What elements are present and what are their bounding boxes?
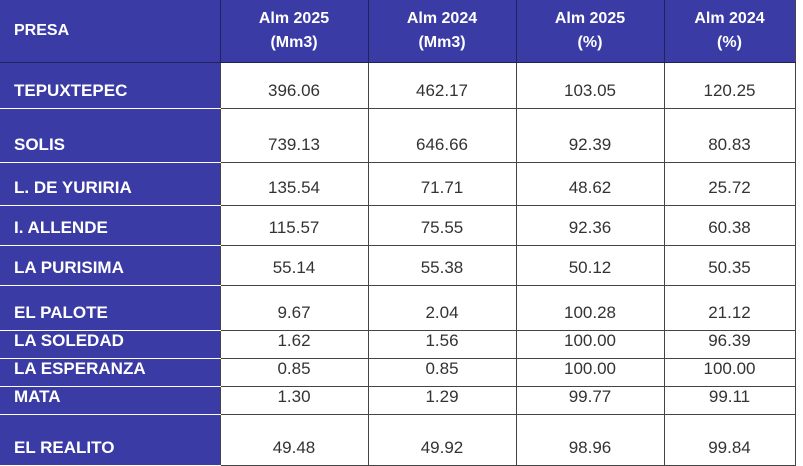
table-body: TEPUXTEPEC 396.06 462.17 103.05 120.25 SOLIS 7… [0,62,796,466]
value-cell: 49.48 [219,414,368,466]
value-cell: 1.56 [367,330,516,359]
table-row: TEPUXTEPEC 396.06 462.17 103.05 120.25 [0,62,796,109]
table-row: MATA 1.30 1.29 99.77 99.11 [0,386,796,415]
header-text: Alm 2024 [406,10,478,27]
value-cell: 0.85 [219,358,368,387]
table-row: EL PALOTE 9.67 2.04 100.28 21.12 [0,285,796,331]
value-cell: 9.67 [219,285,368,331]
header-text: (%) [717,34,742,51]
value-cell: 55.14 [219,245,368,286]
value-cell: 2.04 [367,285,516,331]
header-cell: Alm 2024 (Mm3) [367,0,516,63]
value-cell: 99.84 [663,414,796,466]
value-cell: 50.12 [515,245,664,286]
header-text: Alm 2025 [554,10,626,27]
value-cell: 646.66 [367,108,516,163]
header-text: (Mm3) [418,34,466,51]
dam-name: LA PURISIMA [0,245,220,286]
value-cell: 99.77 [515,386,664,415]
value-cell: 92.36 [515,205,664,246]
value-cell: 135.54 [219,162,368,206]
header-cell: PRESA [0,0,220,63]
value-cell: 1.29 [367,386,516,415]
header-cell: Alm 2025 (%) [515,0,664,63]
value-cell: 103.05 [515,62,664,109]
value-cell: 739.13 [219,108,368,163]
dam-name: L. DE YURIRIA [0,162,220,206]
table-row: LA SOLEDAD 1.62 1.56 100.00 96.39 [0,330,796,359]
value-cell: 55.38 [367,245,516,286]
value-cell: 92.39 [515,108,664,163]
dam-name: EL REALITO [0,414,220,466]
table-row: LA PURISIMA 55.14 55.38 50.12 50.35 [0,245,796,286]
dam-name: SOLIS [0,108,220,163]
value-cell: 1.62 [219,330,368,359]
table-row: EL REALITO 49.48 49.92 98.96 99.84 [0,414,796,466]
value-cell: 100.00 [515,358,664,387]
value-cell: 0.85 [367,358,516,387]
value-cell: 462.17 [367,62,516,109]
value-cell: 75.55 [367,205,516,246]
table-row: I. ALLENDE 115.57 75.55 92.36 60.38 [0,205,796,246]
value-cell: 48.62 [515,162,664,206]
value-cell: 98.96 [515,414,664,466]
dam-name: TEPUXTEPEC [0,62,220,109]
table-header: PRESA Alm 2025 (Mm3) Alm 2024 (Mm3) Alm 2025 (… [0,0,796,63]
value-cell: 100.00 [515,330,664,359]
value-cell: 71.71 [367,162,516,206]
value-cell: 25.72 [663,162,796,206]
header-cell: Alm 2024 (%) [663,0,796,63]
table-row: LA ESPERANZA 0.85 0.85 100.00 100.00 [0,358,796,387]
value-cell: 49.92 [367,414,516,466]
value-cell: 120.25 [663,62,796,109]
value-cell: 100.00 [663,358,796,387]
value-cell: 99.11 [663,386,796,415]
dam-name: LA ESPERANZA [0,358,220,387]
header-cell: Alm 2025 (Mm3) [219,0,368,63]
value-cell: 396.06 [219,62,368,109]
header-text: PRESA [14,22,70,39]
value-cell: 100.28 [515,285,664,331]
value-cell: 1.30 [219,386,368,415]
value-cell: 80.83 [663,108,796,163]
header-text: Alm 2025 [258,10,330,27]
header-text: Alm 2024 [694,10,765,27]
dam-name: LA SOLEDAD [0,330,220,359]
value-cell: 50.35 [663,245,796,286]
value-cell: 115.57 [219,205,368,246]
header-text: (Mm3) [270,34,318,51]
header-row: PRESA Alm 2025 (Mm3) Alm 2024 (Mm3) Alm 2025 (… [0,0,796,63]
table-row: L. DE YURIRIA 135.54 71.71 48.62 25.72 [0,162,796,206]
header-text: (%) [577,34,603,51]
dam-name: MATA [0,386,220,415]
dam-name: I. ALLENDE [0,205,220,246]
dam-name: EL PALOTE [0,285,220,331]
value-cell: 60.38 [663,205,796,246]
table-row: SOLIS 739.13 646.66 92.39 80.83 [0,108,796,163]
value-cell: 21.12 [663,285,796,331]
value-cell: 96.39 [663,330,796,359]
